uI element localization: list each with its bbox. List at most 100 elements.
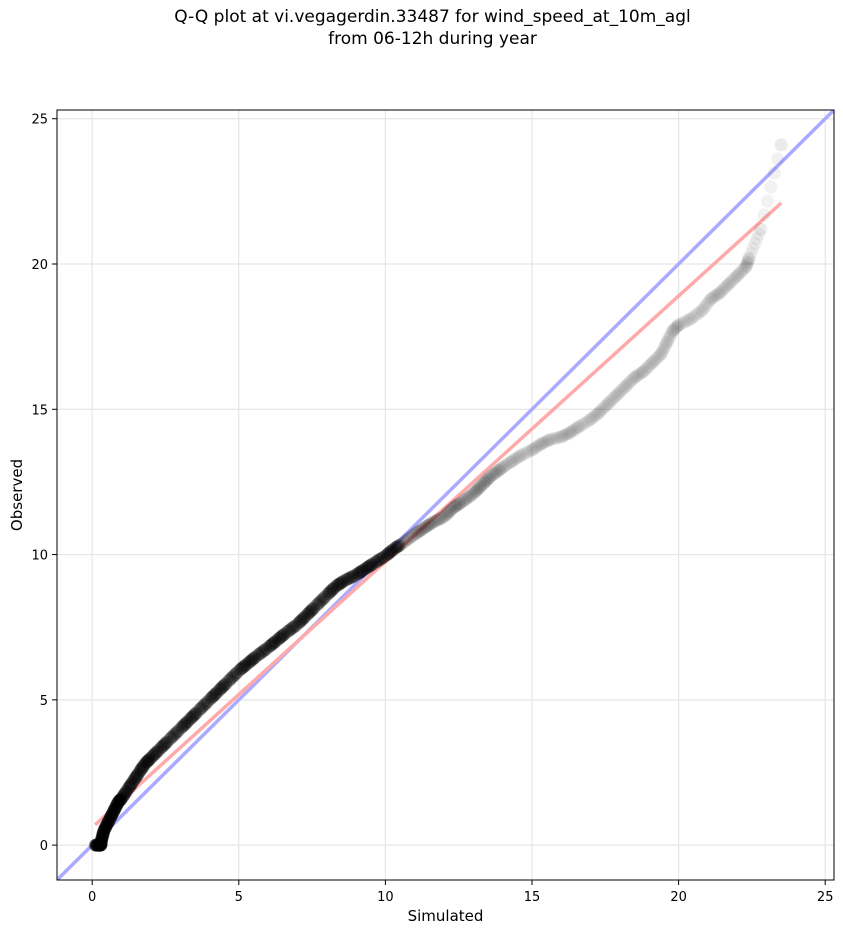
axis-ticks: 0 5 10 15 20 25 0 5 10 15 20 25 bbox=[31, 113, 833, 905]
data-point-density bbox=[102, 814, 116, 828]
data-point-density bbox=[142, 753, 156, 767]
data-point-density bbox=[116, 789, 130, 803]
data-point-density bbox=[266, 637, 280, 651]
data-point-density bbox=[263, 639, 277, 653]
data-point-density bbox=[727, 272, 741, 286]
data-point-density bbox=[148, 747, 162, 761]
data-point-density bbox=[732, 267, 746, 281]
data-point-density bbox=[568, 423, 582, 437]
data-point-density bbox=[107, 804, 121, 818]
data-point-density bbox=[685, 311, 699, 325]
data-point-density bbox=[676, 316, 690, 330]
data-point-density bbox=[512, 450, 526, 464]
data-point-density bbox=[532, 438, 546, 452]
data-point-density bbox=[104, 809, 118, 823]
data-point-density bbox=[135, 761, 149, 775]
data-point-density bbox=[422, 518, 436, 532]
data-point-density bbox=[111, 796, 125, 810]
data-point bbox=[191, 704, 205, 718]
data-point-density bbox=[764, 180, 778, 194]
data-point-density bbox=[478, 475, 492, 489]
data-point-density bbox=[105, 808, 119, 822]
data-point-density bbox=[239, 658, 253, 672]
data-point-density bbox=[588, 409, 602, 423]
data-point-density bbox=[507, 453, 521, 467]
data-point bbox=[126, 774, 140, 788]
data-point-density bbox=[92, 838, 106, 852]
data-point-density bbox=[386, 543, 400, 557]
data-point bbox=[683, 312, 697, 326]
data-point-density bbox=[362, 559, 376, 573]
data-point bbox=[144, 751, 158, 765]
data-point-density bbox=[167, 728, 181, 742]
data-point-density bbox=[389, 541, 403, 555]
data-point-density bbox=[175, 720, 189, 734]
data-point-density bbox=[662, 332, 676, 346]
data-point-density bbox=[163, 732, 177, 746]
data-point-density bbox=[216, 680, 230, 694]
data-point-density bbox=[104, 810, 118, 824]
data-point-density bbox=[689, 308, 703, 322]
data-point-density bbox=[457, 494, 471, 508]
data-point-density bbox=[462, 489, 476, 503]
data-point bbox=[161, 734, 175, 748]
data-point-density bbox=[242, 655, 256, 669]
data-point-density bbox=[94, 837, 108, 851]
data-point-density bbox=[604, 394, 618, 408]
data-point bbox=[232, 664, 246, 678]
data-point-density bbox=[264, 638, 278, 652]
data-point-density bbox=[550, 431, 564, 445]
data-point bbox=[106, 806, 120, 820]
data-point-density bbox=[273, 631, 287, 645]
data-point bbox=[270, 633, 284, 647]
data-point bbox=[93, 838, 107, 852]
fit-line bbox=[93, 201, 783, 827]
data-point-density bbox=[665, 326, 679, 340]
data-point-density bbox=[95, 831, 109, 845]
data-point-density bbox=[253, 646, 267, 660]
data-point-density bbox=[111, 796, 125, 810]
data-point-density bbox=[480, 473, 494, 487]
y-tick-label: 20 bbox=[31, 258, 48, 273]
data-point bbox=[455, 495, 469, 509]
data-point-density bbox=[201, 695, 215, 709]
data-point-density bbox=[331, 578, 345, 592]
data-point-density bbox=[251, 648, 265, 662]
data-point-density bbox=[677, 315, 691, 329]
data-point-density bbox=[616, 382, 630, 396]
data-point-density bbox=[352, 566, 366, 580]
x-axis-title: Simulated bbox=[408, 907, 484, 925]
data-point-density bbox=[494, 462, 508, 476]
data-point-density bbox=[355, 564, 369, 578]
data-point bbox=[109, 800, 123, 814]
data-point-density bbox=[644, 357, 658, 371]
data-point-density bbox=[341, 572, 355, 586]
data-point-density bbox=[327, 581, 341, 595]
data-point-density bbox=[492, 463, 506, 477]
data-point-density bbox=[490, 465, 504, 479]
data-point-density bbox=[96, 827, 110, 841]
data-point-density bbox=[98, 821, 112, 835]
data-point-density bbox=[526, 442, 540, 456]
data-point-density bbox=[100, 817, 114, 831]
data-point bbox=[299, 609, 313, 623]
data-point bbox=[241, 657, 255, 671]
data-point-density bbox=[719, 280, 733, 294]
data-point bbox=[425, 516, 439, 530]
data-point-density bbox=[517, 447, 531, 461]
data-point-density bbox=[398, 534, 412, 548]
data-point-density bbox=[224, 672, 238, 686]
data-point-density bbox=[716, 283, 730, 297]
data-point bbox=[525, 443, 539, 457]
data-point-density bbox=[626, 372, 640, 386]
data-point bbox=[367, 556, 381, 570]
data-point-density bbox=[609, 389, 623, 403]
data-point-density bbox=[219, 677, 233, 691]
data-point bbox=[91, 838, 105, 852]
data-point-density bbox=[117, 787, 131, 801]
data-point-density bbox=[569, 422, 583, 436]
data-point-density bbox=[112, 794, 126, 808]
data-point-density bbox=[752, 227, 766, 241]
data-point bbox=[466, 487, 480, 501]
data-point-density bbox=[302, 606, 316, 620]
